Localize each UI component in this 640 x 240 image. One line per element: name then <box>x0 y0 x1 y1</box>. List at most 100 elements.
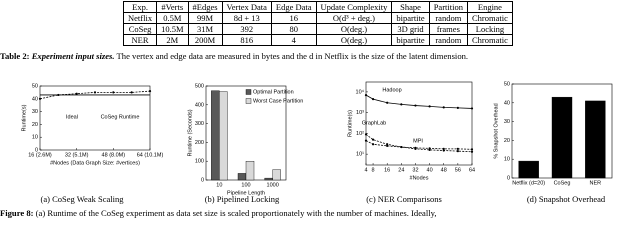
caption-label: Figure 8: <box>0 208 34 218</box>
y-tick-label: 0 <box>35 147 38 153</box>
x-tick-label: 1000 <box>267 182 279 188</box>
x-tick-label: 8 <box>372 167 375 173</box>
x-tick-label: Netflix (d=20) <box>512 180 545 186</box>
x-tick-label: 56 <box>455 167 461 173</box>
point <box>456 150 459 153</box>
y-tick-label: 500 <box>195 83 204 89</box>
point <box>386 143 389 146</box>
plot-frame <box>365 81 473 166</box>
point <box>456 106 459 109</box>
point <box>414 104 417 107</box>
table-cell: 2M <box>156 34 189 46</box>
caption-title: Experiment input sizes. <box>31 51 115 61</box>
y-axis-label: Runtime(s) <box>21 104 27 131</box>
y-axis-label: % Snapshot Overhead <box>493 103 499 158</box>
subcaption: (d) Snapshot Overhead <box>527 194 606 204</box>
point <box>75 92 78 95</box>
y-tick-label: 10² <box>356 131 364 137</box>
y-tick-label: 50 <box>32 83 38 89</box>
bar <box>237 173 247 181</box>
caption-label: Table 2: <box>0 51 30 61</box>
point <box>442 147 445 150</box>
table-row: NER 2M 200M 816 4 O(deg.) bipartite random Chrom… <box>122 34 513 46</box>
series-line <box>365 140 473 150</box>
table-cell: Chromatic <box>466 34 513 46</box>
x-tick-label: 48 (8.0M) <box>102 152 126 158</box>
x-tick-label: 16 <box>384 167 390 173</box>
x-axis-label: #Nodes <box>410 175 429 181</box>
series-label: Hadoop <box>382 87 401 93</box>
x-axis-label: Pipeline Length <box>227 190 265 196</box>
y-tick-label: 30 <box>32 109 38 115</box>
point <box>371 97 375 101</box>
x-tick-label: 10 <box>216 182 222 188</box>
y-tick-label: 10¹ <box>356 152 364 158</box>
x-tick-label: 64 <box>469 167 475 173</box>
table-cell: bipartite <box>391 34 430 46</box>
point <box>442 149 445 152</box>
bar <box>264 177 273 181</box>
series-label: GraphLab <box>362 120 386 126</box>
plot-frame <box>39 85 151 151</box>
subcaption: (a) CoSeg Weak Scaling <box>41 194 125 204</box>
y-tick-label: 10 <box>32 135 38 141</box>
y-tick-label: 40 <box>504 100 510 106</box>
x-tick-label: NER <box>590 180 602 186</box>
point <box>456 147 459 150</box>
x-tick-label: 4 <box>364 167 367 173</box>
point <box>442 106 445 109</box>
table-body: Netflix 0.5M 99M 8d + 13 16 O(d³ + deg.) bipar… <box>122 12 513 46</box>
y-tick-label: 10³ <box>356 110 364 116</box>
point <box>364 133 368 136</box>
point <box>364 94 368 97</box>
legend-label: Worst Case Partition <box>253 98 303 104</box>
point <box>130 91 133 94</box>
table-cell: 200M <box>187 34 223 46</box>
point <box>386 101 389 104</box>
table-cell: 816 <box>221 34 272 46</box>
point <box>428 148 431 152</box>
legend-label: Optimal Partition <box>253 89 294 95</box>
input-table: Exp. #Verts #Edges Vertex Data Edge Data Upda… <box>122 1 513 46</box>
series-line <box>365 94 473 109</box>
point <box>400 145 403 149</box>
bar <box>518 160 539 179</box>
legend-swatch <box>245 98 252 104</box>
x-tick-label: 100 <box>241 182 250 188</box>
y-tick-label: 0 <box>507 175 510 181</box>
y-tick-label: 10 <box>504 157 510 163</box>
point <box>470 148 474 151</box>
point <box>57 93 60 97</box>
x-tick-label: 48 <box>441 167 447 173</box>
table-cell: 4 <box>270 34 317 46</box>
bar <box>211 90 220 181</box>
point <box>470 107 474 110</box>
y-tick-label: 300 <box>195 121 204 127</box>
point <box>428 105 431 108</box>
caption-text: The vertex and edge data are measured in… <box>116 51 469 61</box>
x-tick-label: 32 (5.1M) <box>65 152 89 158</box>
y-tick-label: 0 <box>201 177 204 183</box>
x-tick-label: 24 <box>398 167 404 173</box>
point <box>470 150 474 153</box>
subcaption: (c) NER Comparisons <box>366 194 442 204</box>
point <box>428 147 431 150</box>
bar <box>551 96 573 179</box>
y-tick-label: 10⁴ <box>356 88 365 95</box>
bar <box>219 91 228 181</box>
point <box>148 90 152 93</box>
table-cell: random <box>428 34 468 46</box>
x-tick-label: 32 <box>412 167 418 173</box>
point <box>364 139 368 142</box>
x-axis-label: #Nodes (Data Graph Size: #vertices) <box>50 160 140 166</box>
x-tick-label: CoSeg <box>554 180 571 186</box>
y-tick-label: 400 <box>195 102 204 108</box>
point <box>400 103 403 106</box>
table-cell: 0.5M <box>156 12 189 24</box>
bar <box>585 100 606 179</box>
y-tick-label: 200 <box>195 140 204 146</box>
point <box>93 91 97 94</box>
y-tick-label: 40 <box>32 96 38 102</box>
page: Exp. #Verts #Edges Vertex Data Edge Data Upda… <box>0 1 613 218</box>
series-label: MPI <box>413 138 423 144</box>
